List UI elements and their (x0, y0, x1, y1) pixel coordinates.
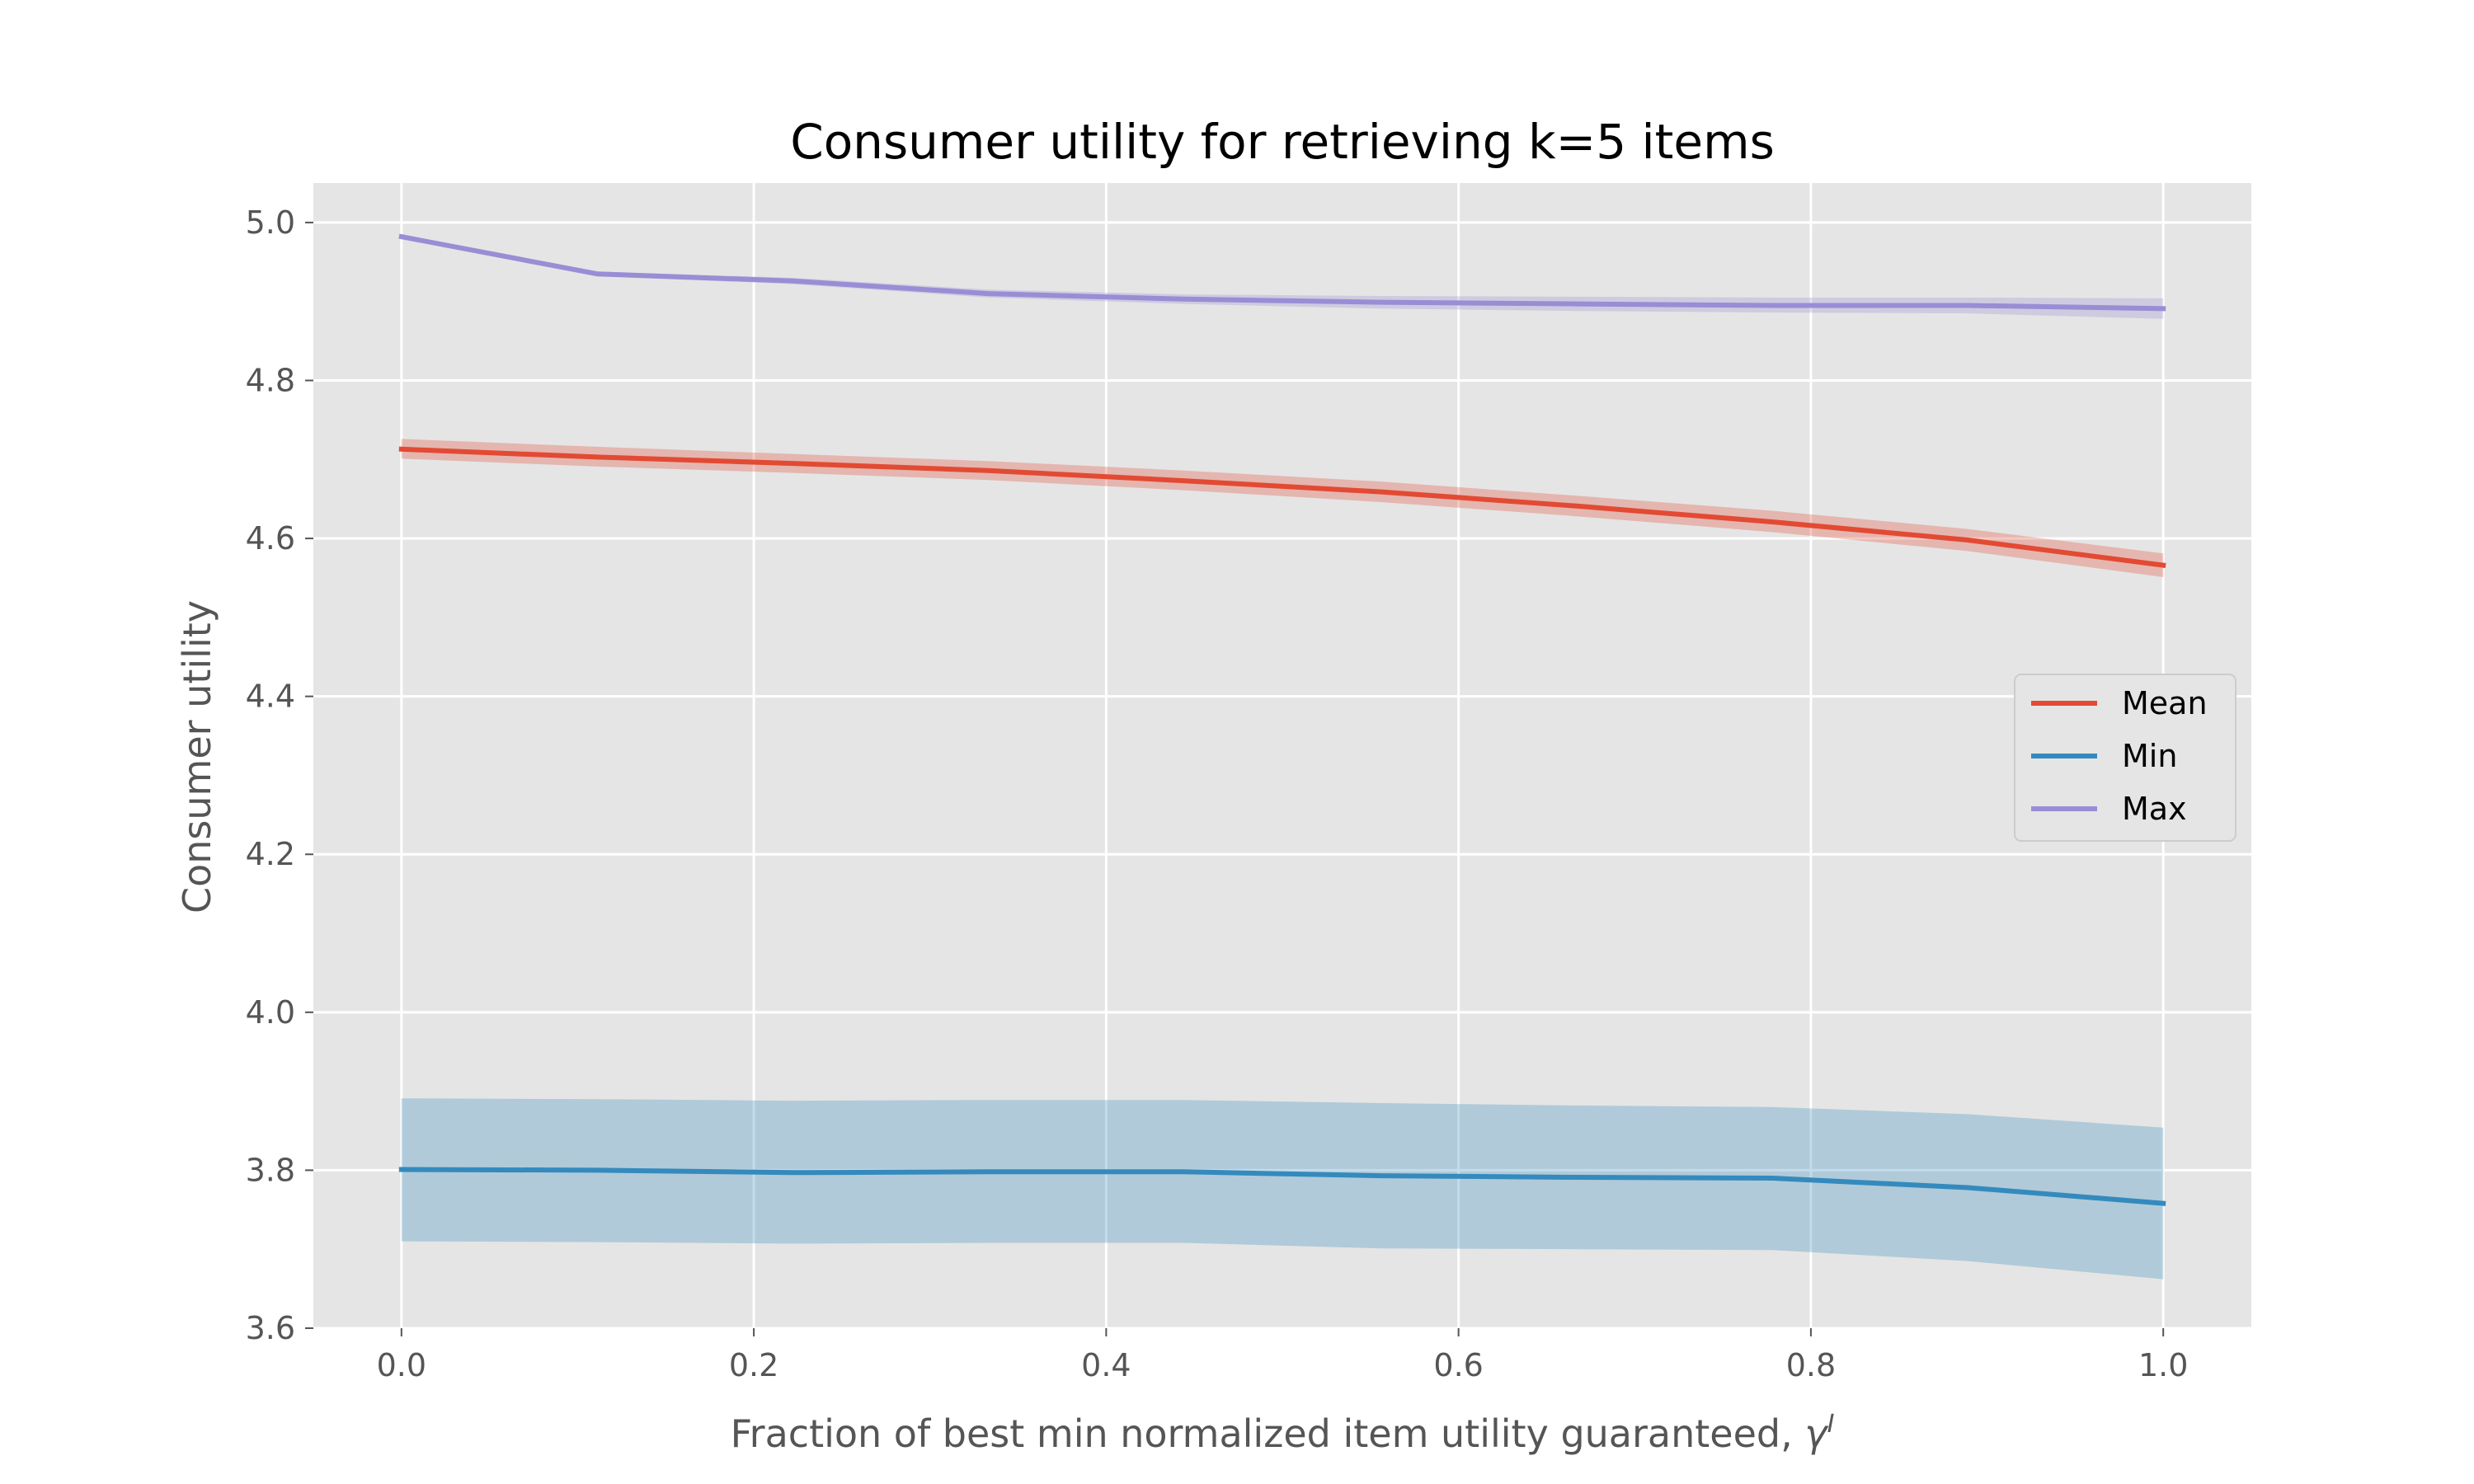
chart-title: Consumer utility for retrieving k=5 item… (790, 114, 1775, 170)
y-tick-label: 4.6 (246, 520, 295, 556)
y-tick-label: 4.4 (246, 679, 295, 715)
line-mean (398, 446, 2166, 568)
y-tick-label: 3.6 (246, 1310, 295, 1346)
x-axis-label-symbol: γ (1804, 1411, 1829, 1456)
y-tick-label: 4.2 (246, 836, 295, 872)
grid (313, 183, 2251, 1330)
band-min (401, 1098, 2164, 1280)
x-axis-label: Fraction of best min normalized item uti… (731, 1410, 1835, 1456)
confidence-bands (401, 235, 2164, 1280)
legend-items: Mean Min Max (2031, 685, 2208, 827)
legend-label-mean: Mean (2122, 685, 2208, 721)
x-tick-label: 0.8 (1786, 1347, 1836, 1383)
x-axis-label-superscript: I (1827, 1410, 1835, 1439)
y-tick-label: 4.8 (246, 362, 295, 398)
y-tick-label: 5.0 (246, 204, 295, 241)
line-min (398, 1167, 2166, 1206)
legend: Mean Min Max (2014, 674, 2236, 842)
y-tick-label: 3.8 (246, 1152, 295, 1188)
legend-label-max: Max (2122, 791, 2187, 827)
x-tick-label: 0.4 (1081, 1347, 1131, 1383)
x-tick-label: 0.6 (1433, 1347, 1483, 1383)
x-tick-label: 1.0 (2138, 1347, 2188, 1383)
x-axis-label-text: Fraction of best min normalized item uti… (731, 1411, 1805, 1456)
x-tick-label: 0.2 (729, 1347, 778, 1383)
line-max (398, 233, 2166, 312)
legend-label-min: Min (2122, 738, 2177, 774)
legend-box (2014, 674, 2236, 842)
band-mean (401, 439, 2164, 577)
y-axis-label: Consumer utility (175, 600, 219, 913)
y-tick-label: 4.0 (246, 994, 295, 1031)
y-axis-ticks: 3.6 3.8 4.0 4.2 4.4 4.6 4.8 5.0 (246, 204, 313, 1346)
x-tick-label: 0.0 (377, 1347, 426, 1383)
series-lines (398, 233, 2166, 1206)
x-axis-ticks: 0.0 0.2 0.4 0.6 0.8 1.0 (377, 1328, 2188, 1383)
plot-area (313, 183, 2251, 1328)
band-max (401, 235, 2164, 319)
